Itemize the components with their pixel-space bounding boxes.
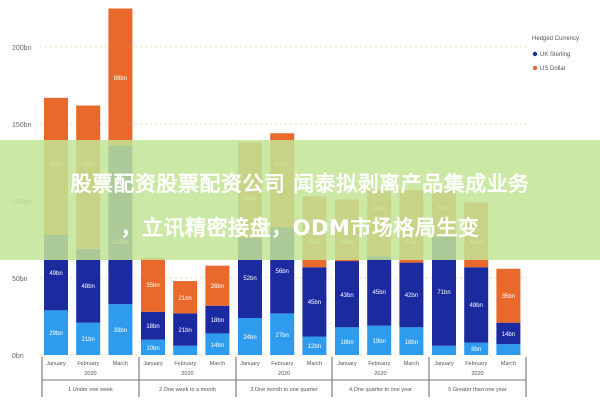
bar-data-label: 18bn [211,318,224,324]
bar-data-label: 71bn [437,290,450,296]
bar-data-label: 19bn [373,339,386,345]
bar-data-label: 48bn [82,284,95,290]
x-tick-label: March [210,361,225,367]
legend-item: US Dollar [540,66,566,72]
y-tick-label: 150bn [12,122,32,129]
bar-segment [173,281,198,314]
bar-segment [205,265,230,306]
bar-data-label: 21bn [179,296,192,302]
x-tick-label: February [465,361,487,367]
bar-segment [108,304,133,355]
bar-segment [367,325,392,355]
bar-segment [302,336,327,355]
x-tick-label: January [337,361,357,367]
x-tick-label: February [77,361,99,367]
headline-line-2: ，立讯精密接盘，ODM市场格局生变 [120,216,480,240]
x-tick-label: March [404,361,419,367]
bar-segment [76,248,101,323]
bar-data-label: 45bn [308,300,321,306]
year-label: 2020 [278,371,290,377]
bar-data-label: 18bn [340,340,353,346]
bar-data-label: 8bn [471,347,481,353]
y-tick-label: 0bn [12,353,24,360]
bar-segment [173,313,198,346]
legend-title: Hedged Currency [532,36,579,42]
bar-data-label: 14bn [211,343,224,349]
bar-segment [76,322,101,355]
group-label: 3.One month to one quarter [250,387,318,393]
x-tick-label: February [271,361,293,367]
x-tick-label: February [174,361,196,367]
bar-segment [44,310,68,355]
legend-swatch [532,51,538,57]
bar-segment [464,267,489,343]
bar-data-label: 18bn [146,324,159,330]
x-tick-label: January [434,361,454,367]
group-label: 1.Under one week [68,387,113,393]
group-label: 2.One week to a month [159,387,216,393]
bar-segment [399,327,424,355]
bar-data-label: 33bn [114,328,127,334]
bar-data-label: 45bn [373,290,386,296]
x-tick-label: March [307,361,322,367]
bar-segment [302,267,327,337]
group-label: 5.Greater than one year [448,387,507,393]
bar-segment [335,327,359,355]
bar-data-label: 56bn [276,269,289,275]
bar-data-label: 35bn [146,283,159,289]
year-label: 2020 [181,371,193,377]
bar-segment [205,333,230,355]
legend-swatch [532,65,538,71]
headline-banner[interactable]: 股票配资股票配资公司 闻泰拟剥离产品集成业务 ，立讯精密接盘，ODM市场格局生变 [0,140,600,260]
bar-segment [496,344,521,355]
bar-segment [464,342,489,355]
bar-data-label: 27bn [276,333,289,339]
bar-data-label: 52bn [243,276,256,282]
y-tick-label: 200bn [12,45,32,52]
bar-data-label: 14bn [502,332,515,338]
bar-data-label: 42bn [405,293,418,299]
bar-segment [432,345,456,355]
group-label: 4.One quarter to one year [349,387,412,393]
x-tick-label: March [113,361,128,367]
bar-segment [496,322,521,345]
x-tick-label: January [46,361,66,367]
bar-data-label: 12bn [308,344,321,350]
bar-data-label: 26bn [211,284,224,290]
bar-data-label: 21bn [82,337,95,343]
bar-data-label: 49bn [470,303,483,309]
x-tick-label: January [143,361,163,367]
bar-segment [335,261,359,328]
bar-data-label: 89bn [114,76,127,82]
bar-segment [496,268,521,323]
bar-data-label: 10bn [146,346,159,352]
bar-data-label: 43bn [340,293,353,299]
bar-data-label: 24bn [243,335,256,341]
bar-data-label: 18bn [405,340,418,346]
bar-data-label: 29bn [49,331,62,337]
headline-line-1: 股票配资股票配资公司 闻泰拟剥离产品集成业务 [70,172,530,196]
year-label: 2020 [374,371,386,377]
year-label: 2020 [84,371,96,377]
y-tick-label: 50bn [12,276,28,283]
x-tick-label: March [501,361,516,367]
bar-segment [173,345,198,355]
bar-segment [205,305,230,334]
x-tick-label: February [368,361,390,367]
bar-data-label: 21bn [179,328,192,334]
bar-segment [270,313,295,355]
x-tick-label: January [240,361,260,367]
bar-segment [108,8,133,146]
year-label: 2020 [471,371,483,377]
bar-segment [367,256,392,326]
bar-data-label: 49bn [49,271,62,277]
bar-segment [141,311,165,340]
bar-segment [141,257,165,312]
legend-item: UK Sterling [540,52,570,58]
bar-data-label: 35bn [502,294,515,300]
bar-segment [399,262,424,328]
bar-segment [238,318,262,355]
bar-segment [141,339,165,355]
